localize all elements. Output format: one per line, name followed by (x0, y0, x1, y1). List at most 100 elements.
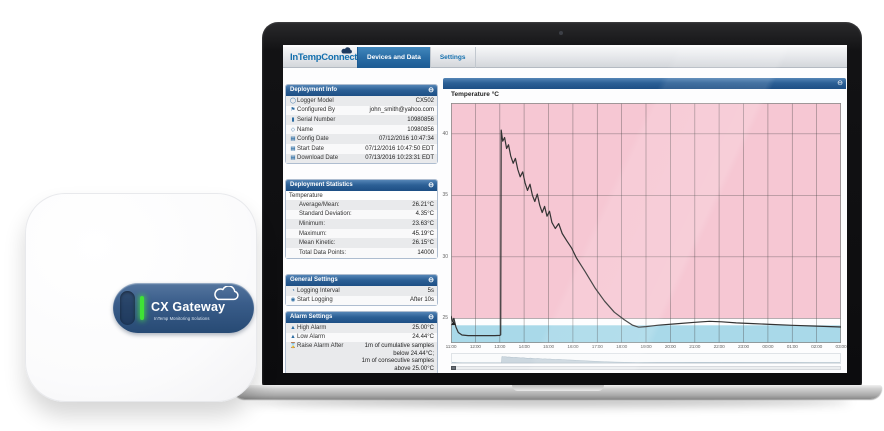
x-tick-label: 13:00 (494, 345, 506, 350)
x-tick-label: 03:00 (835, 345, 847, 350)
tab-settings[interactable]: Settings (431, 47, 476, 68)
flag-icon: ⚑ (290, 107, 296, 114)
row-label: Serial Number (297, 116, 336, 123)
table-row: Standard Deviation: 4.35°C (286, 209, 437, 220)
general-settings-header: General Settings ⊖ (286, 275, 437, 286)
temperature-plot (451, 103, 841, 343)
row-label: Logger Model (297, 97, 334, 104)
row-label: Download Date (297, 155, 339, 162)
row-label: Raise Alarm After (297, 343, 344, 350)
row-label: Total Data Points: (299, 249, 347, 256)
table-row: Average/Mean: 26.21°C (286, 200, 437, 210)
collapse-icon[interactable]: ⊖ (428, 86, 434, 94)
tab-devices-and-data[interactable]: Devices and Data (357, 47, 431, 68)
laptop-lid-notch (512, 385, 604, 391)
row-label: Config Date (297, 136, 329, 143)
collapse-icon[interactable]: ⊖ (428, 276, 434, 284)
play-icon: ◉ (290, 297, 296, 304)
device-subtitle: InTemp Monitoring Solutions (154, 316, 210, 321)
x-tick-label: 00:00 (762, 345, 774, 350)
row-value: 07/13/2016 10:23:31 EDT (365, 155, 434, 162)
row-value: 10980856 (407, 126, 434, 133)
table-row: ▮ Serial Number 10980856 (286, 115, 437, 125)
row-value: 14000 (417, 249, 434, 256)
row-label: Average/Mean: (299, 201, 340, 208)
hourglass-icon: ⌛ (289, 343, 297, 350)
x-tick-label: 23:00 (737, 345, 749, 350)
row-value: 07/12/2016 10:47:34 (378, 136, 434, 143)
table-row: Total Data Points: 14000 (286, 247, 437, 258)
status-led (140, 296, 144, 320)
x-tick-label: 02:00 (811, 345, 823, 350)
panel-title: Deployment Statistics (290, 182, 353, 188)
table-row: Minimum: 23.63°C (286, 219, 437, 229)
chart-scrollbar[interactable] (451, 366, 841, 370)
deployment-statistics-rows: Average/Mean: 26.21°C Standard Deviation: 4… (286, 200, 437, 258)
table-row: ▲ High Alarm 25.00°C (286, 323, 437, 333)
row-value: CX502 (415, 97, 434, 104)
x-tick-label: 01:00 (786, 345, 798, 350)
deployment-statistics-header: Deployment Statistics ⊖ (286, 180, 437, 191)
collapse-icon[interactable]: ⊖ (837, 79, 843, 87)
bell-icon: ▲ (290, 324, 296, 331)
row-label: Maximum: (299, 230, 327, 237)
x-tick-label: 18:00 (616, 345, 628, 350)
navigator-mini[interactable] (451, 353, 841, 364)
calendar-icon: ▦ (290, 145, 296, 152)
panel-title: General Settings (290, 277, 338, 283)
calendar-icon: ▦ (290, 155, 296, 162)
panel-title: Deployment Info (290, 87, 338, 93)
collapse-icon[interactable]: ⊖ (428, 313, 434, 321)
device-label-pill: CX Gateway InTemp Monitoring Solutions (113, 283, 254, 333)
device-name: CX Gateway (151, 300, 226, 314)
logo-cloud-icon (341, 47, 352, 54)
row-label: Low Alarm (297, 334, 326, 341)
logger-icon: ◯ (289, 97, 297, 104)
row-label: Start Logging (297, 297, 333, 304)
table-row: ▦ Config Date 07/12/2016 10:47:34 (286, 134, 437, 144)
row-value: 26.21°C (412, 201, 434, 208)
row-value: john_smith@yahoo.com (369, 107, 434, 114)
row-label: Name (297, 126, 314, 133)
x-tick-label: 20:00 (664, 345, 676, 350)
cloud-icon (214, 286, 239, 301)
row-value: 1m of cumulative samples below 24.44°C; … (361, 343, 434, 372)
row-value: 45.19°C (412, 230, 434, 237)
row-label: Mean Kinetic: (299, 240, 336, 247)
chart-scrollbar-handle[interactable] (451, 366, 456, 370)
cx-gateway-device: CX Gateway InTemp Monitoring Solutions (25, 193, 257, 402)
x-tick-label: 16:00 (567, 345, 579, 350)
raise-alarm-after-row: ⌛ Raise Alarm After 1m of cumulative sam… (286, 342, 437, 373)
barcode-icon: ▮ (291, 116, 295, 123)
webcam-icon (559, 31, 563, 35)
table-row: ▲ Low Alarm 24.44°C (286, 332, 437, 343)
row-value: After 10s (409, 297, 434, 304)
table-row: ◉ Start Logging After 10s (286, 295, 437, 306)
app-window: InTempConnect™ Devices and DataSettings … (283, 45, 847, 373)
row-value: 10980856 (407, 116, 434, 123)
x-tick-label: 17:00 (591, 345, 603, 350)
bell-icon: ▲ (290, 334, 296, 341)
chart-panel-header: ⊖ (443, 78, 846, 89)
header-tabs: Devices and Data Settings (357, 47, 476, 68)
laptop-base (233, 385, 882, 399)
row-label: Logging Interval (297, 287, 340, 294)
row-value: 25.00°C (412, 324, 434, 331)
collapse-icon[interactable]: ⊖ (428, 181, 434, 189)
table-row: ◔ Logging Interval 5s (286, 286, 437, 296)
x-tick-label: 22:00 (713, 345, 725, 350)
stats-group-label: Temperature (286, 191, 437, 200)
alarm-settings-panel: Alarm Settings ⊖ ▲ High Alarm 25.00°C ▲ Low … (285, 311, 438, 373)
alarm-settings-rows: ▲ High Alarm 25.00°C ▲ Low Alarm 24.44°C (286, 323, 437, 343)
chart-title: Temperature °C (451, 91, 499, 98)
row-value: 24.44°C (412, 334, 434, 341)
clock-icon: ◔ (291, 287, 295, 294)
x-tick-label: 21:00 (689, 345, 701, 350)
x-tick-label: 12:00 (469, 345, 481, 350)
alarm-settings-header: Alarm Settings ⊖ (286, 312, 437, 323)
deployment-info-rows: ◯ Logger Model CX502 ⚑ Configured By john_smi… (286, 96, 437, 164)
x-tick-label: 14:00 (518, 345, 530, 350)
app-logo: InTempConnect™ (290, 47, 362, 63)
